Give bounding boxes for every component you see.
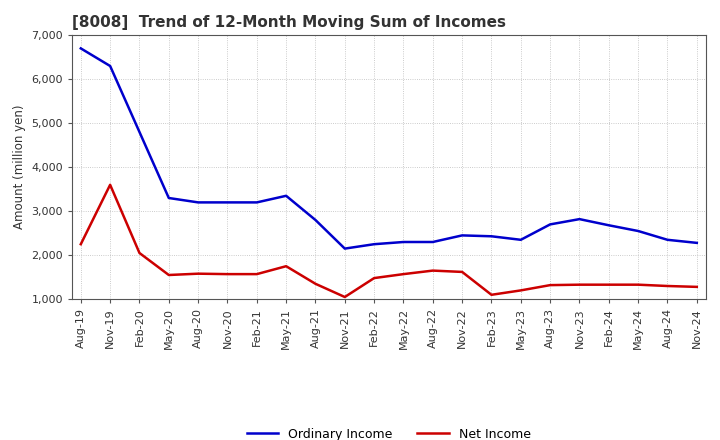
Legend: Ordinary Income, Net Income: Ordinary Income, Net Income bbox=[247, 428, 531, 440]
Ordinary Income bbox=[164, 195, 173, 201]
Ordinary Income bbox=[194, 200, 202, 205]
Ordinary Income bbox=[546, 222, 554, 227]
Ordinary Income bbox=[370, 242, 379, 247]
Net Income bbox=[164, 272, 173, 278]
Net Income bbox=[194, 271, 202, 276]
Y-axis label: Amount (million yen): Amount (million yen) bbox=[13, 105, 26, 229]
Line: Ordinary Income: Ordinary Income bbox=[81, 48, 697, 249]
Ordinary Income bbox=[223, 200, 232, 205]
Net Income bbox=[282, 264, 290, 269]
Ordinary Income bbox=[341, 246, 349, 251]
Net Income bbox=[76, 242, 85, 247]
Net Income bbox=[693, 284, 701, 290]
Ordinary Income bbox=[399, 239, 408, 245]
Net Income bbox=[135, 250, 144, 256]
Net Income bbox=[546, 282, 554, 288]
Net Income bbox=[223, 271, 232, 277]
Net Income bbox=[370, 275, 379, 281]
Net Income bbox=[575, 282, 584, 287]
Ordinary Income bbox=[76, 46, 85, 51]
Net Income bbox=[605, 282, 613, 287]
Net Income bbox=[516, 288, 525, 293]
Line: Net Income: Net Income bbox=[81, 185, 697, 297]
Ordinary Income bbox=[135, 129, 144, 135]
Net Income bbox=[634, 282, 642, 287]
Net Income bbox=[399, 271, 408, 277]
Ordinary Income bbox=[311, 217, 320, 223]
Net Income bbox=[253, 271, 261, 277]
Ordinary Income bbox=[693, 240, 701, 246]
Ordinary Income bbox=[516, 237, 525, 242]
Ordinary Income bbox=[253, 200, 261, 205]
Ordinary Income bbox=[428, 239, 437, 245]
Net Income bbox=[487, 292, 496, 297]
Ordinary Income bbox=[458, 233, 467, 238]
Ordinary Income bbox=[575, 216, 584, 222]
Net Income bbox=[428, 268, 437, 273]
Ordinary Income bbox=[487, 234, 496, 239]
Text: [8008]  Trend of 12-Month Moving Sum of Incomes: [8008] Trend of 12-Month Moving Sum of I… bbox=[72, 15, 506, 30]
Ordinary Income bbox=[634, 228, 642, 234]
Net Income bbox=[106, 182, 114, 187]
Ordinary Income bbox=[106, 63, 114, 69]
Ordinary Income bbox=[605, 223, 613, 228]
Ordinary Income bbox=[282, 193, 290, 198]
Net Income bbox=[663, 283, 672, 289]
Net Income bbox=[341, 294, 349, 300]
Net Income bbox=[458, 269, 467, 275]
Ordinary Income bbox=[663, 237, 672, 242]
Net Income bbox=[311, 281, 320, 286]
